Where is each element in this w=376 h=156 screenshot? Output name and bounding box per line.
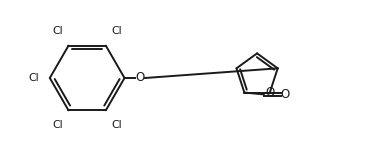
- Text: Cl: Cl: [52, 120, 63, 130]
- Text: O: O: [265, 86, 274, 99]
- Text: Cl: Cl: [52, 26, 63, 36]
- Text: Cl: Cl: [111, 120, 122, 130]
- Text: O: O: [136, 71, 145, 85]
- Text: O: O: [281, 88, 290, 101]
- Text: Cl: Cl: [111, 26, 122, 36]
- Text: Cl: Cl: [28, 73, 39, 83]
